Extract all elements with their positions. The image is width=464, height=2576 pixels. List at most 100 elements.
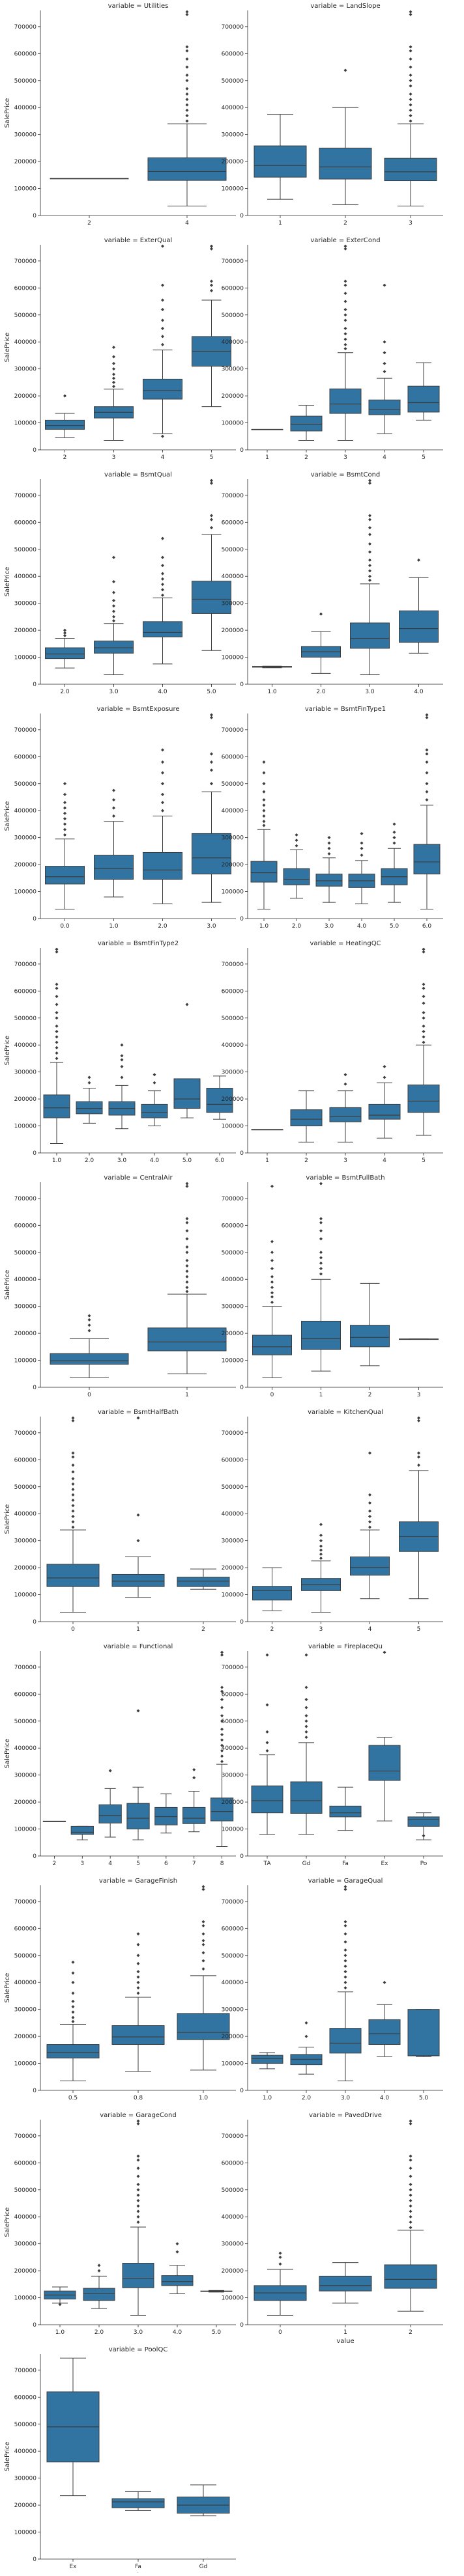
- outlier-point: [368, 574, 371, 578]
- outlier-point: [112, 346, 115, 349]
- y-tick-label: 200000: [222, 1799, 244, 1806]
- outlier-point: [55, 1046, 59, 1049]
- outlier-point: [368, 1493, 371, 1497]
- y-tick-label: 200000: [222, 393, 244, 400]
- x-tick-label: 4: [383, 1157, 386, 1164]
- outlier-point: [71, 1999, 75, 2003]
- outlier-point: [409, 2174, 413, 2178]
- outlier-point: [304, 2021, 308, 2025]
- box-iqr: [182, 1807, 206, 1824]
- outlier-point: [161, 298, 164, 302]
- outlier-point: [409, 2198, 413, 2202]
- outlier-point: [422, 1029, 426, 1033]
- outlier-point: [185, 1280, 189, 1284]
- y-tick-label: 700000: [14, 24, 37, 31]
- outlier-point: [112, 806, 115, 810]
- outlier-point: [343, 1954, 347, 1958]
- box-iqr: [384, 2264, 437, 2289]
- y-tick-label: 600000: [222, 1926, 244, 1932]
- outlier-point: [368, 1514, 371, 1518]
- outlier-point: [210, 283, 213, 287]
- y-tick-label: 200000: [14, 1096, 37, 1103]
- y-tick-label: 0: [33, 682, 36, 688]
- x-tick-label: 5: [136, 1861, 140, 1867]
- y-tick-label: 700000: [14, 1196, 37, 1202]
- outlier-point: [327, 852, 331, 856]
- outlier-point: [136, 2182, 140, 2186]
- y-tick-label: 200000: [14, 1331, 37, 1337]
- outlier-point: [185, 1275, 189, 1279]
- y-tick-label: 0: [240, 682, 244, 688]
- x-tick-label: 2: [63, 454, 67, 461]
- outlier-point: [262, 790, 266, 794]
- box-iqr: [111, 2498, 165, 2508]
- outlier-point: [343, 1980, 347, 1984]
- facet-title: variable = LandSlope: [310, 3, 380, 10]
- y-tick-label: 700000: [222, 1899, 244, 1905]
- outlier-point: [185, 119, 189, 123]
- x-tick-label: 2: [368, 1392, 372, 1398]
- x-tick-label: 5.0: [390, 923, 399, 930]
- outlier-point: [422, 995, 426, 999]
- y-tick-label: 300000: [222, 1538, 244, 1545]
- facet-title: variable = BsmtCond: [311, 471, 381, 478]
- outlier-point: [319, 1544, 323, 1548]
- outlier-point: [343, 1932, 347, 1936]
- outlier-point: [63, 817, 66, 821]
- box-iqr: [154, 1807, 178, 1825]
- box-iqr: [368, 1745, 401, 1781]
- outlier-point: [112, 619, 115, 623]
- y-tick-label: 200000: [14, 2502, 37, 2509]
- box-iqr: [70, 1825, 94, 1835]
- y-tick-label: 100000: [14, 889, 37, 896]
- y-tick-label: 300000: [14, 601, 37, 607]
- outlier-point: [108, 1769, 112, 1773]
- x-tick-label: 3: [112, 454, 116, 461]
- y-tick-label: 300000: [222, 132, 244, 139]
- x-tick-label: 3: [343, 1157, 347, 1164]
- x-tick-label: 0.0: [60, 923, 70, 930]
- outlier-point: [319, 1552, 323, 1556]
- outlier-point: [220, 1727, 224, 1731]
- outlier-point: [425, 798, 429, 802]
- y-tick-label: 300000: [14, 1773, 37, 1779]
- outlier-point: [343, 1885, 347, 1889]
- x-tick-label: 7: [192, 1861, 196, 1867]
- outlier-point: [368, 558, 371, 562]
- outlier-point: [265, 1653, 269, 1657]
- outlier-point: [343, 1959, 347, 1963]
- outlier-point: [161, 593, 164, 597]
- outlier-point: [136, 2204, 140, 2208]
- y-tick-label: 700000: [14, 1665, 37, 1671]
- outlier-point: [210, 279, 213, 283]
- outlier-point: [295, 833, 298, 837]
- outlier-point: [185, 79, 189, 83]
- box-iqr: [45, 866, 85, 885]
- outlier-point: [71, 1416, 75, 1420]
- y-tick-label: 600000: [222, 519, 244, 526]
- y-tick-label: 300000: [14, 1070, 37, 1076]
- x-tick-label: 4.0: [414, 689, 424, 695]
- x-tick-label: 5.0: [419, 2095, 429, 2101]
- outlier-point: [63, 633, 66, 637]
- x-tick-label: 4: [368, 1626, 372, 1633]
- x-tick-label: 1: [136, 1626, 140, 1633]
- y-tick-label: 400000: [14, 1042, 37, 1049]
- outlier-point: [136, 2193, 140, 2197]
- outlier-point: [319, 1267, 323, 1271]
- outlier-point: [136, 1539, 140, 1543]
- y-tick-label: 700000: [222, 1430, 244, 1437]
- outlier-point: [368, 478, 371, 482]
- outlier-point: [112, 580, 115, 583]
- y-tick-label: 600000: [14, 1926, 37, 1932]
- outlier-point: [161, 335, 164, 339]
- outlier-point: [71, 2015, 75, 2019]
- x-tick-label: 4: [383, 454, 386, 461]
- y-tick-label: 100000: [222, 1592, 244, 1599]
- y-axis-label: SalePrice: [4, 1270, 11, 1300]
- outlier-point: [185, 1264, 189, 1267]
- outlier-point: [136, 2174, 140, 2178]
- outlier-point: [63, 801, 66, 805]
- box-iqr: [368, 1103, 401, 1120]
- y-tick-label: 500000: [222, 1484, 244, 1491]
